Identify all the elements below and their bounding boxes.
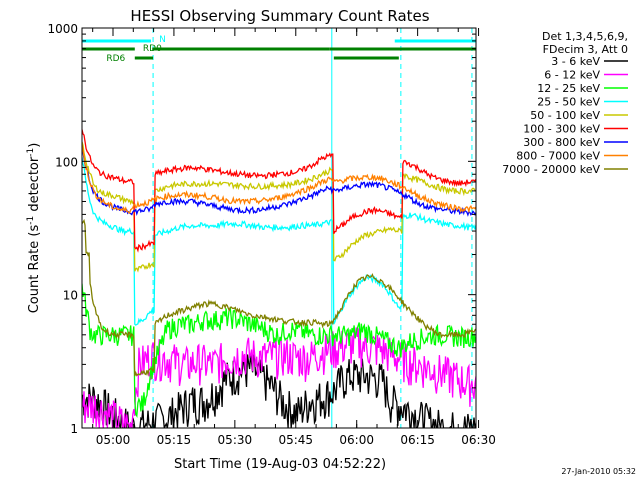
legend-label: 12 - 25 keV	[537, 82, 600, 95]
x-tick-label: 05:45	[278, 433, 313, 447]
legend-header-line-1: Det 1,3,4,5,6,9,	[542, 30, 628, 43]
x-tick-label: 05:30	[218, 433, 253, 447]
legend-label: 100 - 300 keV	[523, 123, 600, 136]
y-axis-label: Count Rate (s-1 detector-1)	[26, 143, 42, 314]
x-tick-label: 06:00	[339, 433, 374, 447]
series-line-3-6-kev	[82, 354, 476, 428]
legend-label: 800 - 7000 keV	[516, 150, 600, 163]
y-tick-label: 1	[70, 422, 78, 436]
series-line-300-800-kev	[82, 145, 476, 217]
legend: Det 1,3,4,5,6,9, FDecim 3, Att 0 3 - 6 k…	[502, 30, 628, 176]
legend-label: 50 - 100 keV	[530, 109, 600, 122]
x-tick-label: 06:30	[461, 433, 496, 447]
legend-label: 7000 - 20000 keV	[502, 163, 600, 176]
x-tick-label: 05:15	[157, 433, 192, 447]
state-bar-label-n: N	[159, 35, 166, 45]
series-line-50-100-kev	[82, 141, 476, 273]
x-axis-label: Start Time (19-Aug-03 04:52:22)	[174, 457, 386, 472]
series-line-7000-20000-kev	[82, 218, 476, 377]
legend-label: 3 - 6 keV	[551, 55, 600, 68]
legend-label: 300 - 800 keV	[523, 136, 600, 149]
legend-label: 25 - 50 keV	[537, 96, 600, 109]
series-line-800-7000-kev	[82, 144, 476, 214]
plot-frame	[81, 27, 477, 429]
x-tick-label: 05:00	[96, 433, 131, 447]
y-tick-label: 1000	[47, 22, 78, 36]
y-axis: 1 10 100 1000	[47, 22, 476, 436]
x-tick-label: 06:15	[400, 433, 435, 447]
series-lines	[82, 129, 476, 428]
y-tick-label: 10	[63, 289, 78, 303]
series-line-100-300-kev	[82, 129, 476, 253]
state-bar-label-rd6: RD6	[106, 54, 125, 64]
legend-header-line-2: FDecim 3, Att 0	[543, 43, 628, 56]
state-bar-label-rd0: RD0	[143, 44, 162, 54]
x-axis: 05:00 05:15 05:30 05:45 06:00 06:15 06:30	[92, 28, 496, 447]
y-tick-label: 100	[55, 155, 78, 169]
series-line-6-12-kev	[82, 327, 476, 428]
chart-title: HESSI Observing Summary Count Rates	[130, 7, 429, 25]
legend-label: 6 - 12 keV	[544, 69, 600, 82]
series-line-12-25-kev	[82, 283, 476, 418]
series-line-25-50-kev	[82, 157, 476, 326]
footer-timestamp: 27-Jan-2010 05:32	[561, 467, 636, 476]
